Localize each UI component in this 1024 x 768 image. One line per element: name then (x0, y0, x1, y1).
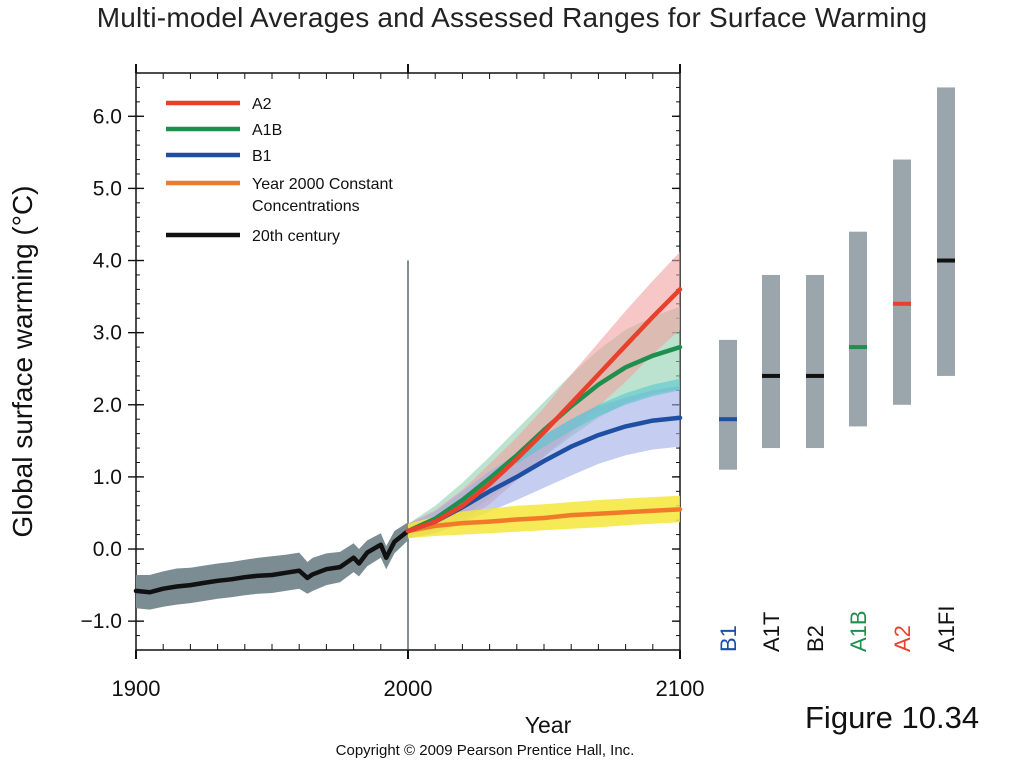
range-category-label: A1FI (934, 606, 959, 652)
range-bar-A2 (893, 159, 911, 405)
range-best-estimate-A1T (762, 373, 780, 378)
range-best-estimate-B1 (719, 417, 737, 422)
range-category-label: B1 (716, 625, 741, 652)
figure-label: Figure 10.34 (805, 700, 980, 735)
x-tick-label: 2000 (384, 676, 433, 701)
legend-label-A2: A2 (252, 96, 272, 113)
chart-title: Multi-model Averages and Assessed Ranges… (96, 2, 928, 33)
y-tick-label: 1.0 (93, 466, 122, 489)
copyright-notice: Copyright © 2009 Pearson Prentice Hall, … (335, 742, 635, 759)
x-axis-title: Year (525, 712, 572, 738)
legend-label-constant: Year 2000 Constant Concentrations (252, 176, 393, 215)
range-best-estimate-A2 (893, 301, 911, 306)
x-tick-label: 1900 (112, 676, 161, 701)
range-best-estimate-B2 (806, 373, 824, 378)
y-tick-label: 3.0 (93, 322, 122, 345)
legend-label-A1B: A1B (252, 122, 282, 139)
range-bar-A1FI (937, 87, 955, 376)
band-teal (516, 378, 680, 464)
y-tick-label: 4.0 (93, 250, 122, 273)
legend (166, 100, 240, 238)
legend-label-B1: B1 (252, 148, 272, 165)
range-bar-B2 (806, 274, 824, 449)
range-best-estimate-A1B (849, 345, 867, 350)
y-tick-label: 0.0 (93, 538, 122, 561)
warming-chart: −1.0 0.0 1.0 2.0 3.0 4.0 5.0 6.0 1900 2000 2100 Yea… (7, 64, 959, 738)
range-bar-A1T (762, 274, 780, 449)
y-tick-label: 5.0 (93, 177, 122, 200)
x-tick-label: 2100 (656, 676, 705, 701)
y-axis-title: Global surface warming (°C) (7, 186, 38, 538)
range-category-label: A1B (846, 610, 871, 652)
y-tick-label: 6.0 (93, 105, 122, 128)
y-tick-label: 2.0 (93, 394, 122, 417)
series-line-twentieth (133, 528, 411, 595)
range-bar-A1B (849, 231, 867, 427)
range-bars (719, 87, 955, 470)
y-tick-label: −1.0 (81, 610, 122, 633)
legend-label-twentieth: 20th century (252, 228, 340, 245)
x-axis-ticks (135, 64, 681, 659)
range-best-estimate-A1FI (937, 258, 955, 263)
range-category-label: A2 (890, 625, 915, 652)
range-category-label: B2 (803, 625, 828, 652)
band-twentieth (136, 522, 408, 610)
range-category-label: A1T (759, 612, 784, 652)
range-bar-B1 (719, 339, 737, 470)
